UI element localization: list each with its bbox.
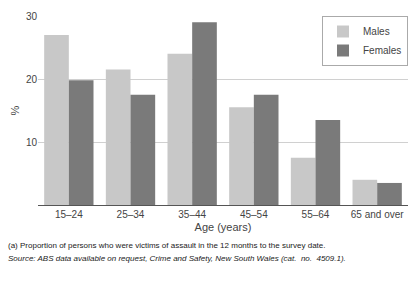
svg-text:15–24: 15–24 (55, 209, 83, 220)
svg-text:Age (years): Age (years) (195, 221, 252, 233)
svg-text:Males: Males (363, 26, 390, 37)
svg-text:25–34: 25–34 (117, 209, 145, 220)
svg-text:55–64: 55–64 (302, 209, 330, 220)
svg-text:%: % (9, 105, 21, 115)
svg-text:65 and over: 65 and over (351, 209, 404, 220)
svg-text:45–54: 45–54 (240, 209, 268, 220)
svg-text:(a) Proportion of persons who: (a) Proportion of persons who were victi… (8, 241, 326, 250)
svg-text:Females: Females (363, 45, 401, 56)
svg-text:30: 30 (26, 11, 38, 22)
svg-text:20: 20 (26, 74, 38, 85)
svg-text:35–44: 35–44 (178, 209, 206, 220)
svg-text:Source: ABS data available on: Source: ABS data available on request, C… (8, 254, 346, 263)
svg-text:10: 10 (26, 137, 38, 148)
